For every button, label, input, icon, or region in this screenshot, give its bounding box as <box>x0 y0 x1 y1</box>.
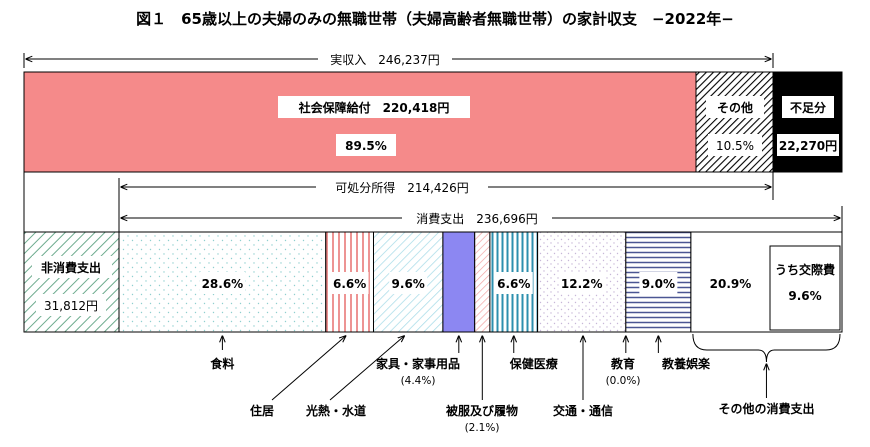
segment-social-security <box>23 71 697 173</box>
segment-percent-label-3: 9.6% <box>392 277 425 291</box>
other-income-label: その他 <box>717 100 753 115</box>
callout-arrow-2 <box>271 336 346 401</box>
disposable-income-label: 可処分所得 214,426円 <box>335 180 469 195</box>
social-expense-label: うち交際費 <box>775 262 835 277</box>
shortfall-label: 不足分 <box>790 100 826 115</box>
segment-other-income <box>695 71 774 173</box>
callout-label-2: 住居 <box>250 403 274 418</box>
label-bg <box>389 272 428 294</box>
segment-percent-label-6: 6.6% <box>497 277 530 291</box>
segment-percent-label-9: 9.0% <box>642 277 675 291</box>
consumption-bracket: 消費支出 236,696円 <box>121 206 843 232</box>
callout-label-4: 家具・家事用品 <box>376 356 460 371</box>
expenditure-bar: 非消費支出 31,812円 28.6% 6.6% 9.6% 6.6% 12.2% 9.0% 20… <box>23 231 843 333</box>
callout-label-6: 保健医療 <box>509 356 558 371</box>
callout-arrow-3 <box>329 336 404 401</box>
callout-label-7: 交通・通信 <box>553 403 613 418</box>
label-bg <box>32 256 112 278</box>
segment-percent-label-1: 28.6% <box>202 277 244 291</box>
social-security-amount: 社会保障給付 220,418円 <box>298 100 450 115</box>
callout-label-5: 被服及び履物 <box>446 403 518 418</box>
callout-label-9: 教養娯楽 <box>661 356 711 371</box>
callout-sub-5: (2.1%) <box>465 422 500 434</box>
segment-percent-label-7: 12.2% <box>561 277 603 291</box>
chart-title: 図１ 65歳以上の夫婦のみの無職世帯（夫婦高齢者無職世帯）の家計収支 −2022… <box>136 10 734 28</box>
segment-shortfall <box>772 71 843 173</box>
label-bg <box>36 294 106 316</box>
real-income-bracket: 実収入 246,237円 <box>23 51 774 68</box>
label-bg <box>705 272 751 294</box>
social-expense-box <box>769 245 841 331</box>
callout-sub-4: (4.4%) <box>401 375 436 387</box>
non-consumption-label: 非消費支出 <box>41 260 101 275</box>
non-consumption-amount: 31,812円 <box>44 299 98 313</box>
expenditure-segment-4 <box>442 231 476 333</box>
expenditure-segment-5 <box>474 231 491 333</box>
label-bg <box>639 272 678 294</box>
callout-sub-8: (0.0%) <box>606 375 641 387</box>
shortfall-amount: 22,270円 <box>779 139 837 153</box>
segment-percent-label-10: 20.9% <box>710 277 752 291</box>
social-expense-percent: 9.6% <box>788 289 821 303</box>
callout-label-10: その他の消費支出 <box>718 401 814 416</box>
callout-label-8: 教育 <box>610 356 635 371</box>
label-bg <box>558 272 605 294</box>
segment-percent-label-2: 6.6% <box>333 277 366 291</box>
segment-non-consumption <box>23 231 120 333</box>
label-bg <box>330 272 369 294</box>
callout-label-1: 食料 <box>209 356 234 371</box>
other-income-percent: 10.5% <box>716 139 754 153</box>
social-security-percent: 89.5% <box>345 139 387 153</box>
consumption-label: 消費支出 236,696円 <box>416 211 538 226</box>
label-bg <box>494 272 533 294</box>
real-income-label: 実収入 246,237円 <box>330 52 440 67</box>
other-expense-brace <box>692 333 841 363</box>
label-bg <box>199 272 246 294</box>
callout-label-3: 光熱・水道 <box>305 403 366 418</box>
income-bar: 社会保障給付 220,418円 89.5% その他 10.5% 不足分 22,2… <box>23 71 843 173</box>
disposable-income-bracket: 可処分所得 214,426円 <box>23 172 774 232</box>
